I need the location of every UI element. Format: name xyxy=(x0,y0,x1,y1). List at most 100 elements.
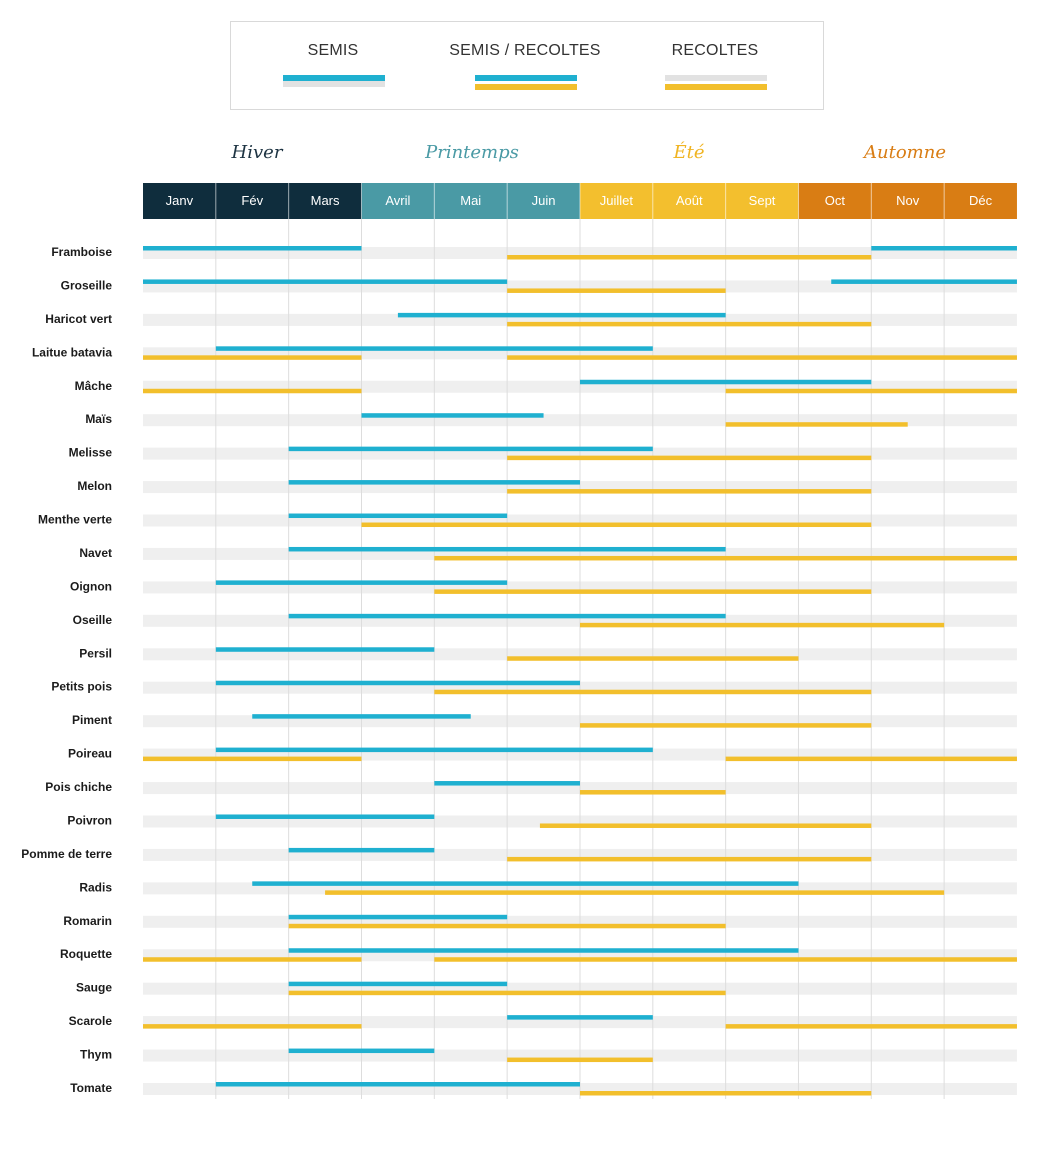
month-label: Sept xyxy=(749,193,776,208)
recoltes-bar xyxy=(507,321,872,327)
semis-bar xyxy=(507,1015,653,1020)
month-label: Nov xyxy=(896,193,920,208)
recoltes-bar xyxy=(434,589,872,594)
month-label: Janv xyxy=(166,193,194,208)
month-header-cell xyxy=(725,183,799,219)
month-label: Mai xyxy=(460,193,481,208)
semis-bar xyxy=(252,881,799,886)
recoltes-bar xyxy=(507,355,1017,360)
legend-label-semis: SEMIS xyxy=(307,42,359,59)
plant-label: Oignon xyxy=(70,579,112,593)
semis-bar xyxy=(215,580,508,585)
plant-label: Scarole xyxy=(69,1014,113,1028)
recoltes-bar xyxy=(579,723,872,728)
semis-bar xyxy=(215,747,653,753)
month-header-cell xyxy=(579,183,653,219)
recoltes-bar xyxy=(288,923,726,929)
recoltes-bar xyxy=(143,957,362,962)
recoltes-bar xyxy=(725,1024,1017,1029)
season-label-4: Automne xyxy=(862,142,946,163)
semis-bar xyxy=(215,1082,580,1087)
recoltes-bar xyxy=(507,1057,653,1063)
semis-bar xyxy=(288,613,726,619)
semis-bar xyxy=(871,246,1017,251)
legend-swatch-recoltes-track xyxy=(665,75,767,81)
recoltes-bar xyxy=(507,455,872,461)
recoltes-bar xyxy=(579,1091,872,1096)
plant-label: Piment xyxy=(72,713,112,727)
plant-label: Thym xyxy=(80,1048,112,1062)
month-header-cell xyxy=(871,183,945,219)
plant-label: Pois chiche xyxy=(45,780,112,794)
plant-label: Maïs xyxy=(85,412,112,426)
semis-bar xyxy=(215,680,580,686)
plant-label: Mâche xyxy=(75,379,113,393)
plant-label: Haricot vert xyxy=(45,312,112,326)
semis-bar xyxy=(143,279,508,284)
month-label: Juin xyxy=(532,193,556,208)
semis-bar xyxy=(288,914,508,920)
season-label-1: Hiver xyxy=(231,142,284,163)
legend-item-both: SEMIS / RECOLTES xyxy=(445,22,605,109)
plant-label: Navet xyxy=(79,546,112,560)
month-label: Mars xyxy=(311,193,340,208)
semis-bar xyxy=(288,513,508,519)
legend-swatch-semis xyxy=(283,75,385,81)
semis-bar xyxy=(288,948,799,953)
recoltes-bar xyxy=(143,756,362,762)
month-header-cell xyxy=(361,183,435,219)
semis-bar xyxy=(215,814,435,819)
month-label: Août xyxy=(676,193,703,208)
recoltes-bar xyxy=(434,555,1017,561)
month-label: Avril xyxy=(385,193,410,208)
recoltes-bar xyxy=(507,856,872,862)
month-header-cell xyxy=(215,183,289,219)
recoltes-bar xyxy=(434,957,1017,962)
semis-bar xyxy=(215,647,435,652)
plant-label: Melon xyxy=(77,479,112,493)
plant-label: Groseille xyxy=(61,278,113,292)
plant-label: Framboise xyxy=(51,245,112,259)
plant-label: Oseille xyxy=(73,613,113,627)
semis-bar xyxy=(215,346,653,351)
plant-label: Melisse xyxy=(69,446,113,460)
plant-label: Menthe verte xyxy=(38,513,112,527)
plant-label: Pomme de terre xyxy=(21,847,112,861)
season-label-3: Été xyxy=(672,140,704,163)
recoltes-bar xyxy=(507,288,726,293)
semis-bar xyxy=(288,446,653,452)
recoltes-bar xyxy=(725,756,1017,762)
recoltes-bar xyxy=(579,622,945,628)
recoltes-bar xyxy=(579,790,726,795)
semis-bar xyxy=(143,246,362,251)
recoltes-bar xyxy=(507,489,872,494)
month-label: Juillet xyxy=(600,193,634,208)
legend-swatch-both-semis xyxy=(475,75,577,81)
recoltes-bar xyxy=(725,422,908,427)
month-header-cell xyxy=(944,183,1017,219)
month-header-cell xyxy=(288,183,362,219)
plant-label: Poireau xyxy=(68,747,112,761)
recoltes-bar xyxy=(539,823,872,828)
month-header-cell xyxy=(434,183,508,219)
semis-bar xyxy=(579,379,872,385)
month-label: Fév xyxy=(241,193,263,208)
semis-bar xyxy=(288,1048,435,1054)
plant-label: Poivron xyxy=(67,813,112,827)
month-label: Déc xyxy=(969,193,993,208)
legend-item-semis: SEMIS xyxy=(253,22,413,109)
semis-bar xyxy=(831,279,1017,284)
legend-item-recoltes: RECOLTES xyxy=(635,22,795,109)
semis-bar xyxy=(288,981,508,987)
month-header-cell xyxy=(507,183,580,219)
semis-bar xyxy=(288,546,726,552)
month-header-cell xyxy=(798,183,872,219)
season-label-2: Printemps xyxy=(424,142,519,163)
month-header-cell xyxy=(143,183,216,219)
legend-swatch-recoltes xyxy=(665,84,767,90)
semis-bar xyxy=(288,847,435,853)
plant-label: Petits pois xyxy=(51,680,112,694)
plant-label: Laitue batavia xyxy=(32,345,112,359)
recoltes-bar xyxy=(143,355,362,360)
